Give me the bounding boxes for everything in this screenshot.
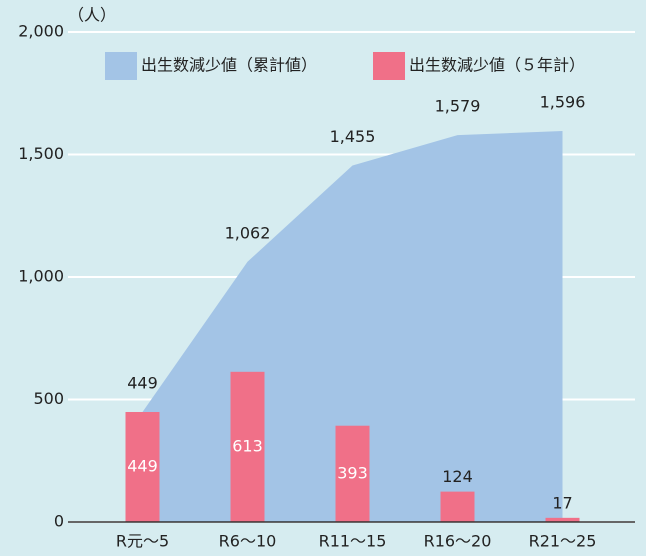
x-tick-label: R21～25 (529, 532, 597, 551)
area-value-label: 1,062 (225, 223, 271, 242)
bar (440, 491, 475, 522)
legend-label: 出生数減少値（５年計） (409, 56, 585, 75)
x-tick-label: R元～5 (116, 532, 169, 551)
x-tick-label: R16～20 (424, 532, 492, 551)
bar (230, 371, 265, 522)
x-tick-label: R11～15 (319, 532, 387, 551)
x-tick-label: R6～10 (219, 532, 277, 551)
legend-swatch (373, 52, 405, 80)
y-tick-label: 1,500 (18, 144, 64, 163)
y-tick-label: 1,000 (18, 267, 64, 286)
area-value-label: 1,579 (435, 97, 481, 116)
legend-swatch (105, 52, 137, 80)
bar-value-label: 393 (337, 463, 368, 482)
bar (335, 425, 370, 522)
bar-value-label: 449 (127, 456, 158, 475)
y-axis-label: （人） (68, 6, 116, 25)
area-value-label: 1,596 (540, 92, 586, 111)
bar (125, 411, 160, 522)
y-tick-label: 2,000 (18, 22, 64, 41)
legend-label: 出生数減少値（累計値） (141, 56, 317, 75)
area-value-label: 449 (127, 373, 158, 392)
bar-value-label: 124 (442, 467, 473, 486)
y-tick-label: 500 (33, 389, 64, 408)
y-tick-label: 0 (54, 512, 64, 531)
bar-value-label: 17 (552, 493, 572, 512)
bar (545, 517, 580, 522)
bar-value-label: 613 (232, 436, 263, 455)
area-value-label: 1,455 (330, 127, 376, 146)
